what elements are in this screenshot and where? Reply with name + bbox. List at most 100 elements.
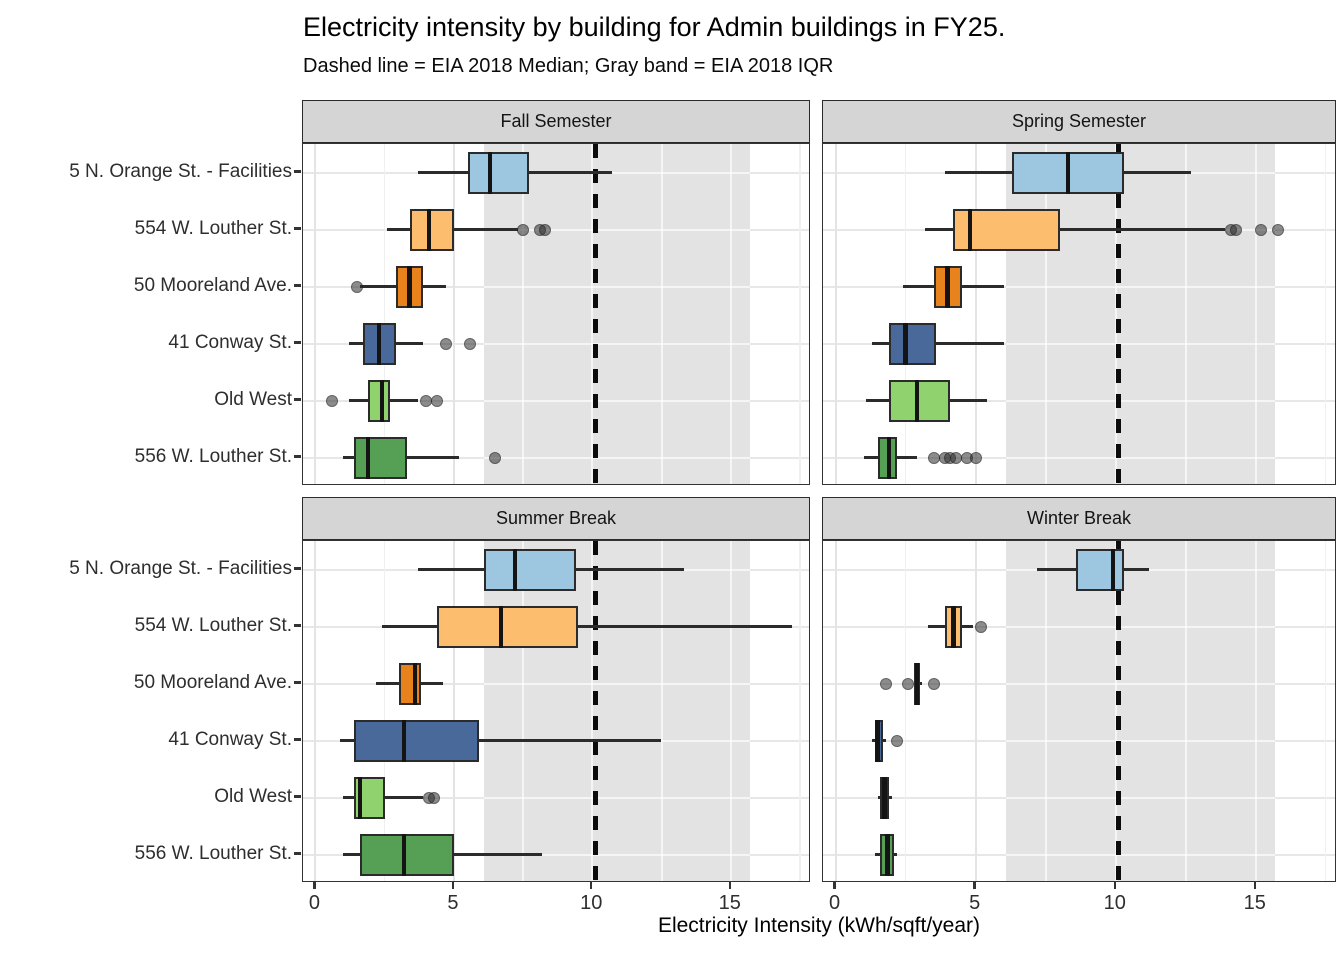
chart-subtitle: Dashed line = EIA 2018 Median; Gray band… [303,55,834,77]
grid-y-in-band [1006,456,1276,459]
eia-iqr-band [1006,541,1276,881]
outlier-dot [439,337,452,350]
grid-y-in-band [484,456,751,459]
y-axis-tick [294,567,301,570]
outlier-dot [969,451,982,464]
outlier-dot [539,223,552,236]
grid-x-minor [799,541,801,881]
box-whisker [872,342,1004,345]
y-axis-label: 50 Mooreland Ave. [133,671,292,693]
grid-y-in-band [484,796,751,799]
grid-x-in-band [522,541,525,881]
grid-x-minor [384,144,386,484]
y-axis-tick [294,170,301,173]
y-axis-label: 554 W. Louther St. [134,217,292,239]
facet-panel [822,143,1336,485]
grid-y-in-band [1006,739,1276,742]
grid-x-minor [384,541,386,881]
box [888,322,937,365]
box-median-line [376,322,382,365]
box-median-line [903,322,908,365]
outlier-dot [431,394,444,407]
box-median-line [401,833,407,876]
y-axis-label: Old West [214,785,292,807]
grid-x-major [452,144,455,484]
grid-x-minor [1325,144,1327,484]
y-axis-tick [294,341,301,344]
grid-x-in-band [729,144,732,484]
y-axis-tick [294,681,301,684]
grid-y-in-band [1006,682,1276,685]
outlier-dot [891,734,904,747]
x-axis-tick-label: 15 [1243,892,1266,914]
y-axis-tick [294,624,301,627]
outlier-dot [326,394,339,407]
box-median-line [914,379,920,422]
grid-y-in-band [1006,625,1276,628]
facet-strip-label: Summer Break [495,508,617,528]
y-axis-tick [294,398,301,401]
outlier-dot [489,451,502,464]
box-median-line [498,605,504,648]
grid-x-in-band [1114,541,1117,881]
x-axis-tick-label: 15 [718,892,741,914]
box-median-line [1110,548,1116,591]
box [437,605,579,648]
grid-y-in-band [484,228,751,231]
grid-y-in-band [1006,399,1276,402]
y-axis-label: 5 N. Orange St. - Facilities [69,557,292,579]
box-median-line [882,776,887,819]
box [467,151,529,194]
x-axis-tick [1253,882,1256,889]
grid-x-minor [905,144,907,484]
y-axis-tick [294,738,301,741]
eia-median-line [1116,541,1121,881]
eia-iqr-band [484,144,751,484]
facet-strip-label: Spring Semester [1011,111,1147,131]
box [354,436,407,479]
y-axis-label: 556 W. Louther St. [134,842,292,864]
box-median-line [379,379,385,422]
outlier-dot [1230,223,1243,236]
outlier-dot [927,451,940,464]
box-whisker [381,625,792,628]
outlier-dot [1255,223,1268,236]
grid-x-in-band [660,541,663,881]
facet-strip: Winter Break [822,497,1336,540]
x-axis-tick [973,882,976,889]
box [359,833,454,876]
outlier-dot [1272,223,1285,236]
grid-x-major [834,541,837,881]
grid-y-in-band [484,171,751,174]
y-axis-tick [294,227,301,230]
box-median-line [914,662,920,705]
box-whisker [340,739,662,742]
y-axis-label: Old West [214,388,292,410]
y-axis-tick [294,284,301,287]
facet-strip: Summer Break [302,497,810,540]
grid-x-major [974,541,977,881]
grid-x-in-band [1254,541,1257,881]
grid-y-in-band [1006,796,1276,799]
grid-x-major [834,144,837,484]
box-median-line [512,548,518,591]
grid-y-in-band [484,853,751,856]
facet-panel [302,540,810,882]
grid-x-major [974,144,977,484]
grid-y-in-band [1006,285,1276,288]
box-median-line [951,605,956,648]
grid-x-major [452,541,455,881]
box-whisker [925,228,1225,231]
box-median-line [426,208,432,251]
box-median-line [412,662,418,705]
grid-x-in-band [729,541,732,881]
eia-iqr-band [1006,144,1276,484]
chart-title: Electricity intensity by building for Ad… [303,12,1006,42]
x-axis-tick [590,882,593,889]
outlier-dot [464,337,477,350]
eia-median-line [592,144,598,484]
outlier-dot [975,620,988,633]
x-axis-tick-label: 0 [308,892,321,914]
y-axis-label: 554 W. Louther St. [134,614,292,636]
x-axis-title: Electricity Intensity (kWh/sqft/year) [657,914,981,937]
